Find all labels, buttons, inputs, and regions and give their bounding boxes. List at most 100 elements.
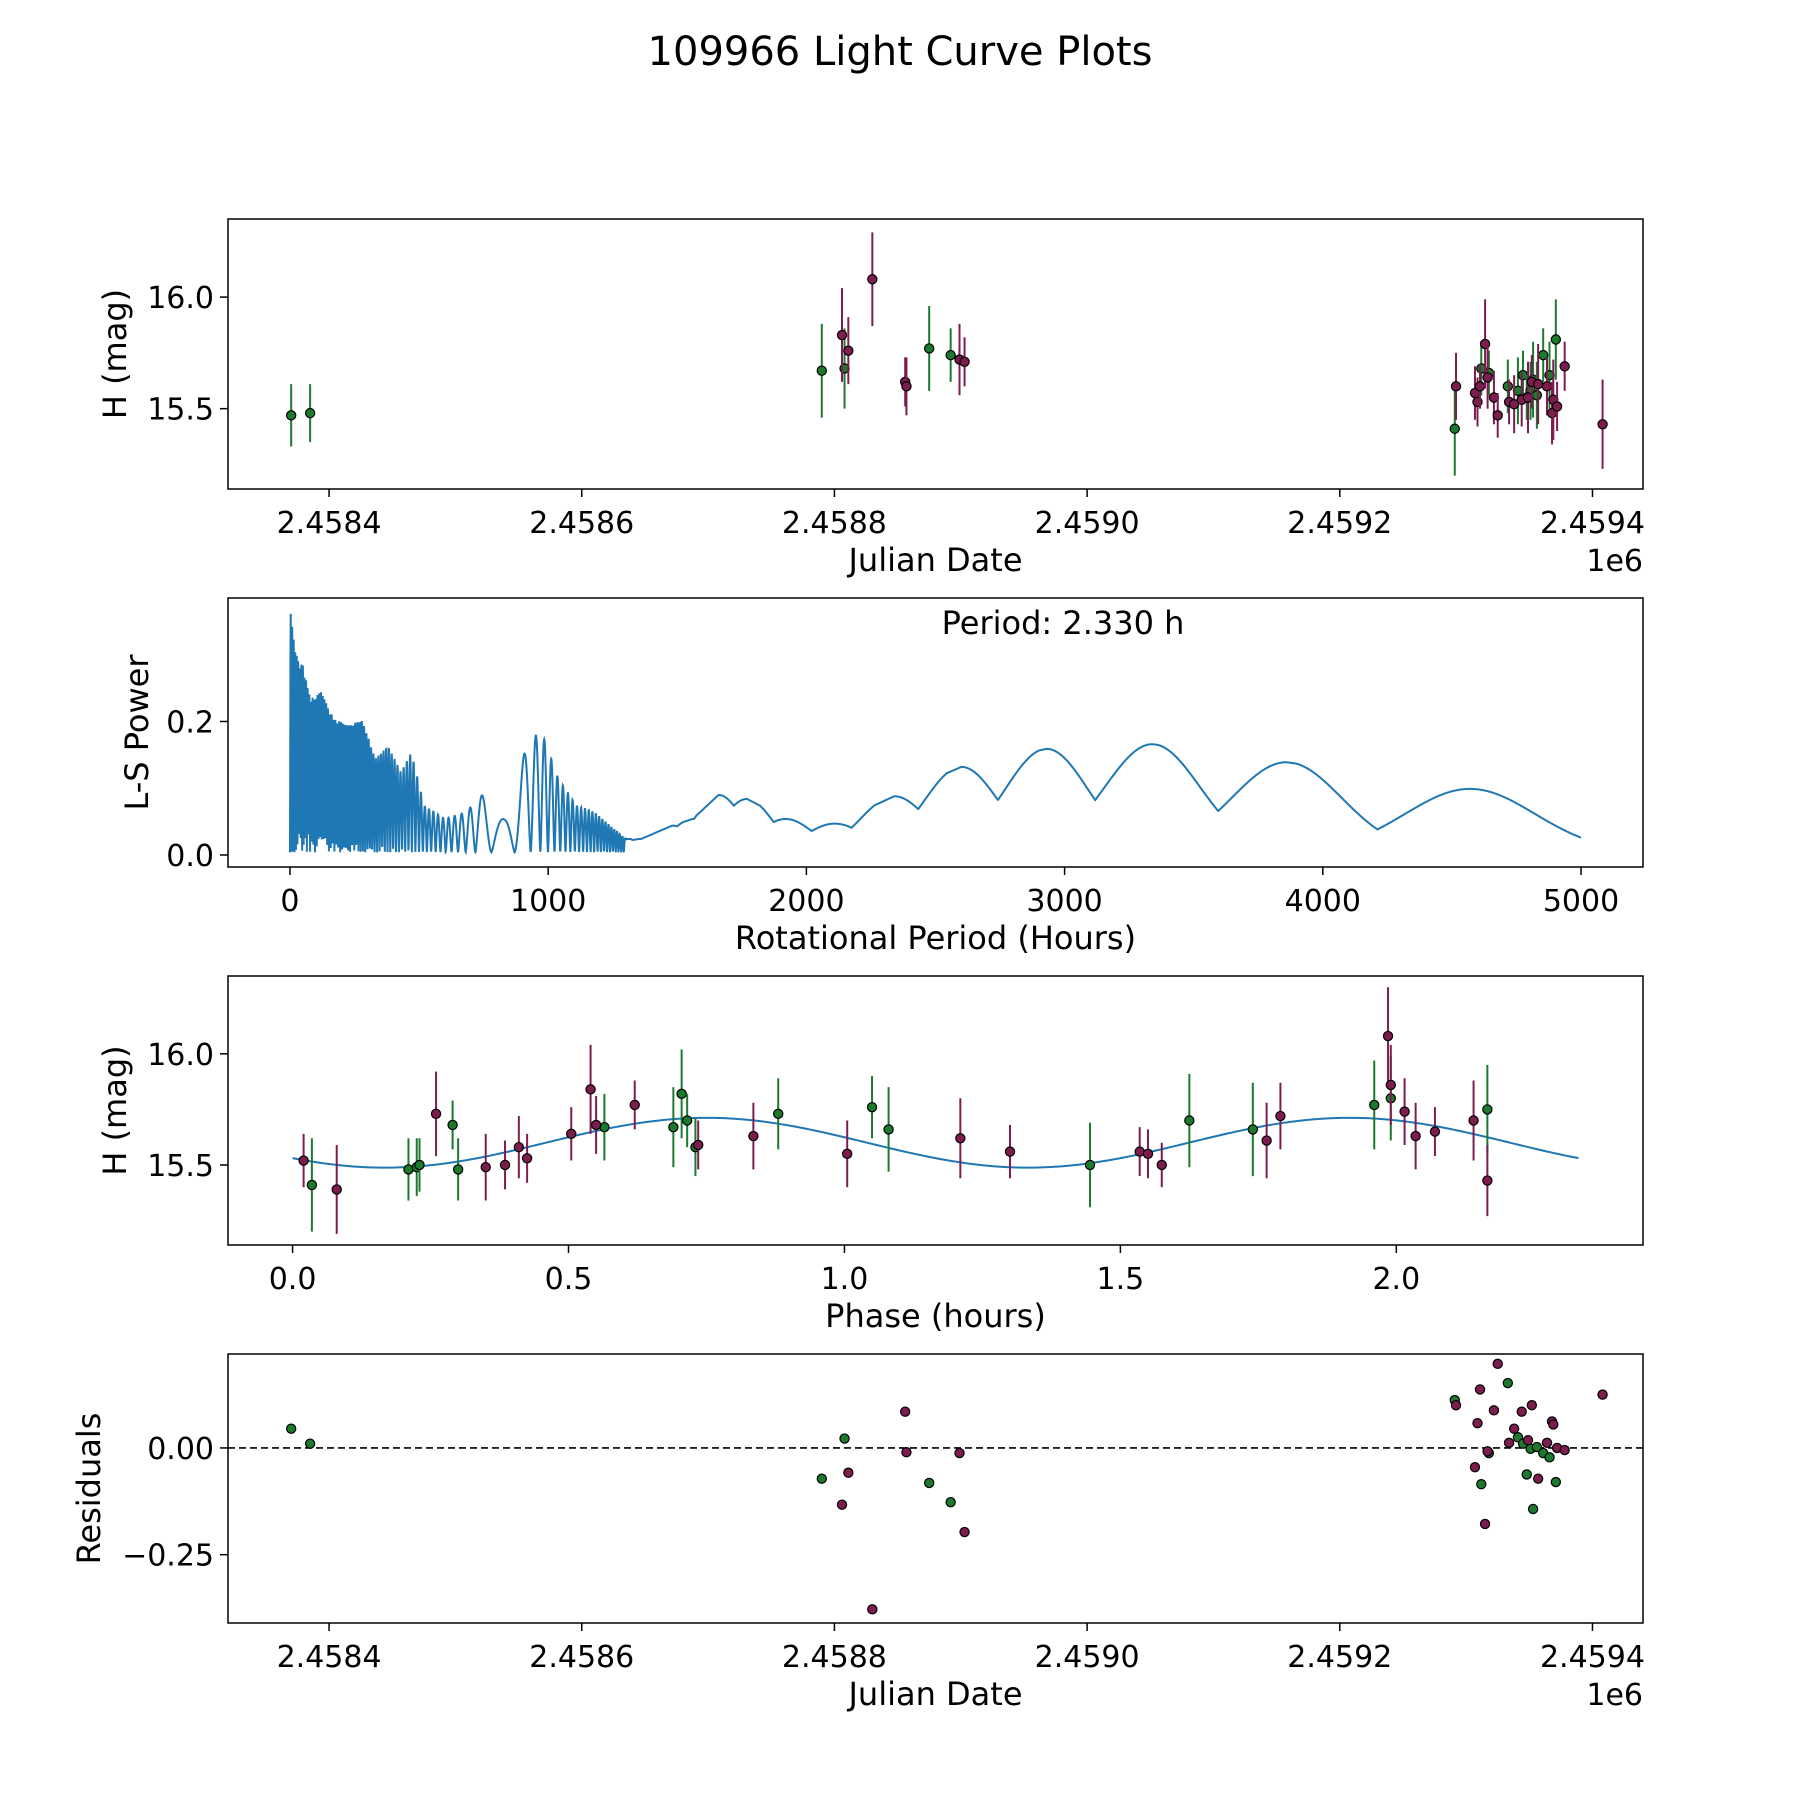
- phased-point: [1156, 1159, 1167, 1171]
- phased-point: [883, 1124, 894, 1135]
- phased-xtick-label: 0.5: [545, 1262, 593, 1297]
- residuals-point: [1531, 1441, 1543, 1453]
- residuals-point: [945, 1496, 956, 1508]
- residuals-point: [1548, 1419, 1559, 1430]
- residuals-point: [1508, 1423, 1520, 1434]
- phased-point: [430, 1108, 442, 1120]
- lightcurve-series-green: [285, 299, 1562, 476]
- phased-point: [298, 1155, 309, 1166]
- periodogram-ytick-label: 0.0: [166, 839, 214, 874]
- residuals-point: [901, 1447, 912, 1458]
- residuals-point: [1527, 1503, 1539, 1515]
- lightcurve-point: [1541, 381, 1553, 392]
- phased-point: [1184, 1115, 1195, 1126]
- phased-point: [521, 1153, 533, 1164]
- lightcurve-point: [1508, 399, 1520, 410]
- phased-ylabel: H (mag): [96, 1045, 134, 1175]
- phased-point: [447, 1119, 458, 1131]
- lightcurve-xtick-label: 2.4584: [277, 506, 382, 541]
- phased-ytick-label: 15.5: [147, 1149, 214, 1184]
- periodogram-xlabel: Rotational Period (Hours): [735, 919, 1136, 957]
- lightcurve-xtick-label: 2.4594: [1540, 506, 1645, 541]
- periodogram-axes: 0 1000 2000 3000 4000 5000 0.0 0.2 Rotational Pe…: [118, 654, 1619, 957]
- residuals-xtick-label: 2.4584: [277, 1640, 382, 1675]
- periodogram-line: [288, 613, 1582, 856]
- residuals-offset-label: 1e6: [1586, 1678, 1643, 1713]
- lightcurve-point: [1532, 378, 1544, 390]
- residuals-point: [1597, 1389, 1608, 1400]
- lightcurve-point: [1559, 361, 1570, 372]
- phased-point: [585, 1084, 596, 1095]
- residuals-point: [1492, 1358, 1503, 1370]
- phased-point: [629, 1099, 640, 1111]
- periodogram-ylabel: L-S Power: [118, 654, 156, 811]
- residuals-point: [1544, 1452, 1555, 1463]
- lightcurve-point: [1492, 410, 1503, 421]
- phased-point: [1482, 1104, 1493, 1115]
- phased-ytick-label: 16.0: [147, 1038, 214, 1073]
- lightcurve-point: [923, 343, 935, 354]
- residuals-point: [1476, 1479, 1487, 1490]
- phased-point: [866, 1101, 878, 1113]
- residuals-xlabel: Julian Date: [846, 1675, 1022, 1713]
- lightcurve-ytick-label: 15.5: [147, 393, 214, 428]
- residuals-point: [285, 1423, 297, 1434]
- phased-series-purple: [298, 987, 1493, 1234]
- residuals-point: [1479, 1518, 1491, 1530]
- residuals-point: [1474, 1384, 1486, 1395]
- lightcurve-point: [1597, 419, 1608, 430]
- lightcurve-ylabel: H (mag): [96, 289, 134, 419]
- phased-point: [692, 1139, 704, 1151]
- phased-point: [1382, 1030, 1394, 1042]
- phased-point: [1261, 1135, 1272, 1146]
- phased-point: [1468, 1115, 1479, 1126]
- residuals-point: [1488, 1405, 1500, 1416]
- phased-point: [842, 1148, 853, 1160]
- periodogram-xtick-label: 4000: [1285, 884, 1361, 919]
- residuals-xtick-label: 2.4586: [529, 1640, 634, 1675]
- periodogram-ytick-label: 0.2: [166, 705, 214, 740]
- residuals-point: [816, 1473, 827, 1484]
- residuals-point: [1516, 1406, 1527, 1417]
- phased-point: [590, 1119, 602, 1131]
- lightcurve-point: [843, 345, 854, 356]
- residuals-point: [1482, 1446, 1493, 1457]
- phased-axes: 0.0 0.5 1.0 1.5 2.0 15.5 16.0 Phase (hours) H (m…: [96, 1038, 1420, 1335]
- lightcurve-axes: 2.4584 2.4586 2.4588 2.4590 2.4592 2.4594 15.5…: [96, 281, 1645, 579]
- phased-point: [1385, 1079, 1396, 1091]
- lightcurve-point: [1502, 381, 1514, 392]
- lightcurve-point: [1482, 372, 1493, 383]
- periodogram-xtick-label: 1000: [510, 884, 586, 919]
- residuals-ytick-label: −0.25: [122, 1539, 214, 1574]
- lightcurve-point: [304, 407, 316, 419]
- phased-point: [1399, 1106, 1410, 1117]
- residuals-point: [1502, 1377, 1514, 1389]
- lightcurve-frame: [227, 218, 1644, 490]
- lightcurve-xtick-label: 2.4590: [1035, 506, 1140, 541]
- residuals-point: [1559, 1444, 1570, 1456]
- lightcurve-point: [836, 329, 848, 341]
- figure-title: 109966 Light Curve Plots: [648, 29, 1153, 75]
- residuals-point: [1526, 1400, 1538, 1411]
- phased-point: [513, 1141, 525, 1153]
- lightcurve-point: [901, 381, 912, 392]
- phased-point: [452, 1164, 464, 1175]
- phased-point: [306, 1179, 318, 1191]
- lightcurve-offset-label: 1e6: [1586, 544, 1643, 579]
- phased-point: [668, 1121, 679, 1133]
- periodogram-xtick-label: 3000: [1026, 884, 1102, 919]
- residuals-series-purple: [836, 1358, 1608, 1615]
- lightcurve-point: [1450, 381, 1462, 392]
- lightcurve-point: [959, 356, 970, 368]
- phased-point: [1275, 1110, 1286, 1122]
- residuals-xtick-label: 2.4590: [1035, 1640, 1140, 1675]
- lightcurve-point: [1531, 390, 1543, 401]
- phased-xtick-label: 2.0: [1372, 1262, 1420, 1297]
- residuals-point: [1503, 1437, 1515, 1449]
- phased-point: [773, 1108, 784, 1120]
- lightcurve-xlabel: Julian Date: [846, 541, 1022, 579]
- residuals-point: [1550, 1476, 1562, 1488]
- residuals-axes: 2.4584 2.4586 2.4588 2.4590 2.4592 2.4594 −0.2…: [70, 1413, 1645, 1713]
- phased-xtick-label: 1.5: [1097, 1262, 1145, 1297]
